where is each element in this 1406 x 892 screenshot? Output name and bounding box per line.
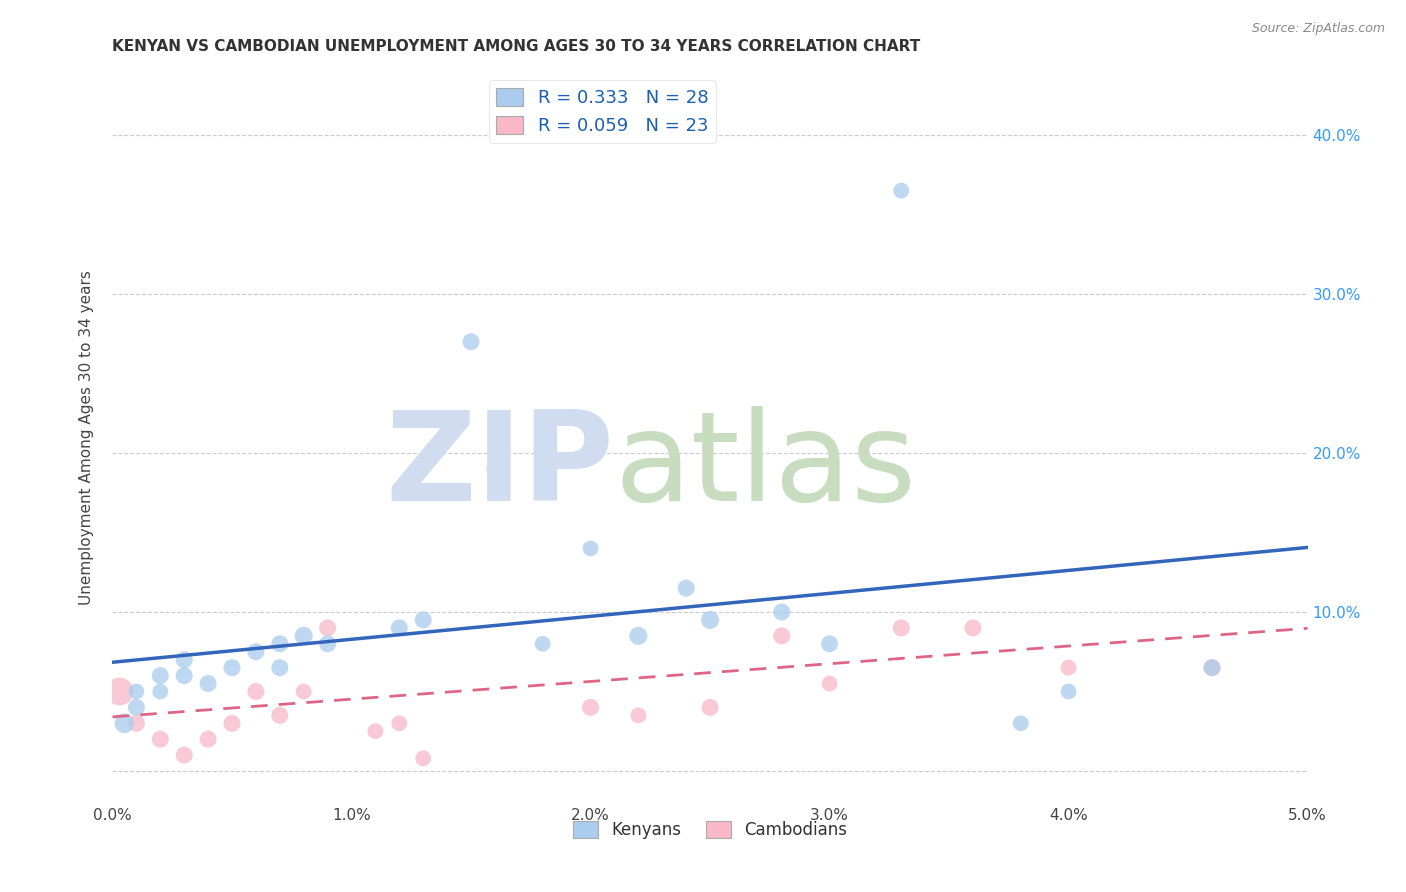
Point	[531, 637, 554, 651]
Point	[173, 653, 195, 667]
Point	[1010, 716, 1032, 731]
Text: Source: ZipAtlas.com: Source: ZipAtlas.com	[1251, 22, 1385, 36]
Text: KENYAN VS CAMBODIAN UNEMPLOYMENT AMONG AGES 30 TO 34 YEARS CORRELATION CHART: KENYAN VS CAMBODIAN UNEMPLOYMENT AMONG A…	[112, 38, 921, 54]
Point	[1201, 660, 1223, 674]
Point	[770, 629, 793, 643]
Point	[412, 751, 434, 765]
Point	[269, 708, 291, 723]
Point	[818, 676, 841, 690]
Point	[125, 716, 148, 731]
Point	[890, 184, 912, 198]
Point	[173, 748, 195, 763]
Point	[1057, 684, 1080, 698]
Text: atlas: atlas	[614, 406, 917, 527]
Point	[412, 613, 434, 627]
Point	[221, 660, 243, 674]
Point	[770, 605, 793, 619]
Point	[388, 716, 411, 731]
Point	[962, 621, 984, 635]
Point	[245, 684, 267, 698]
Point	[818, 637, 841, 651]
Point	[699, 700, 721, 714]
Point	[197, 676, 219, 690]
Point	[316, 637, 339, 651]
Point	[197, 732, 219, 747]
Point	[364, 724, 387, 739]
Point	[1201, 660, 1223, 674]
Point	[292, 684, 315, 698]
Point	[173, 668, 195, 682]
Point	[269, 660, 291, 674]
Point	[149, 732, 172, 747]
Point	[460, 334, 482, 349]
Point	[149, 684, 172, 698]
Point	[125, 684, 148, 698]
Point	[388, 621, 411, 635]
Point	[108, 684, 131, 698]
Point	[221, 716, 243, 731]
Point	[269, 637, 291, 651]
Point	[627, 708, 650, 723]
Point	[699, 613, 721, 627]
Y-axis label: Unemployment Among Ages 30 to 34 years: Unemployment Among Ages 30 to 34 years	[79, 269, 94, 605]
Point	[675, 581, 697, 595]
Text: ZIP: ZIP	[385, 406, 614, 527]
Point	[1057, 660, 1080, 674]
Point	[484, 462, 506, 476]
Legend: Kenyans, Cambodians: Kenyans, Cambodians	[567, 814, 853, 846]
Point	[245, 645, 267, 659]
Point	[114, 716, 135, 731]
Point	[125, 700, 148, 714]
Point	[316, 621, 339, 635]
Point	[292, 629, 315, 643]
Point	[579, 700, 602, 714]
Point	[627, 629, 650, 643]
Point	[149, 668, 172, 682]
Point	[579, 541, 602, 556]
Point	[890, 621, 912, 635]
